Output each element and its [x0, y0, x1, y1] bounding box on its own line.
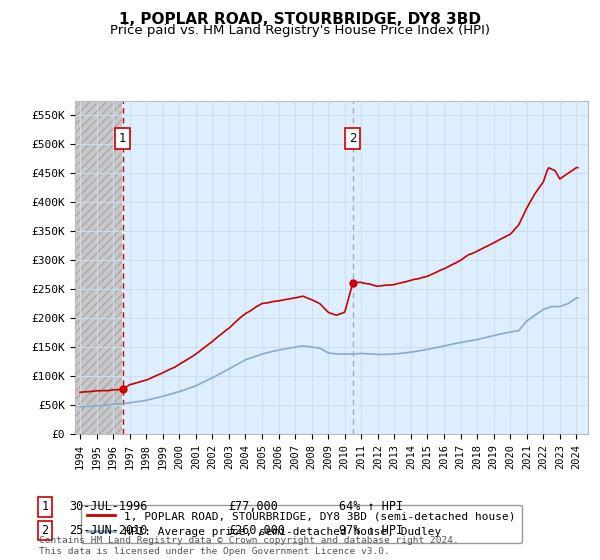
- Text: 97% ↑ HPI: 97% ↑ HPI: [339, 524, 403, 537]
- Text: £77,000: £77,000: [228, 500, 278, 514]
- Text: Contains HM Land Registry data © Crown copyright and database right 2024.
This d: Contains HM Land Registry data © Crown c…: [39, 536, 459, 556]
- Text: £260,000: £260,000: [228, 524, 285, 537]
- Text: 64% ↑ HPI: 64% ↑ HPI: [339, 500, 403, 514]
- Text: 1, POPLAR ROAD, STOURBRIDGE, DY8 3BD: 1, POPLAR ROAD, STOURBRIDGE, DY8 3BD: [119, 12, 481, 27]
- Text: 2: 2: [41, 524, 49, 537]
- Text: 1: 1: [41, 500, 49, 514]
- Text: 30-JUL-1996: 30-JUL-1996: [69, 500, 148, 514]
- Text: 2: 2: [349, 132, 356, 145]
- Text: 25-JUN-2010: 25-JUN-2010: [69, 524, 148, 537]
- Text: Price paid vs. HM Land Registry's House Price Index (HPI): Price paid vs. HM Land Registry's House …: [110, 24, 490, 36]
- Legend: 1, POPLAR ROAD, STOURBRIDGE, DY8 3BD (semi-detached house), HPI: Average price, : 1, POPLAR ROAD, STOURBRIDGE, DY8 3BD (se…: [80, 505, 522, 543]
- Text: 1: 1: [119, 132, 127, 145]
